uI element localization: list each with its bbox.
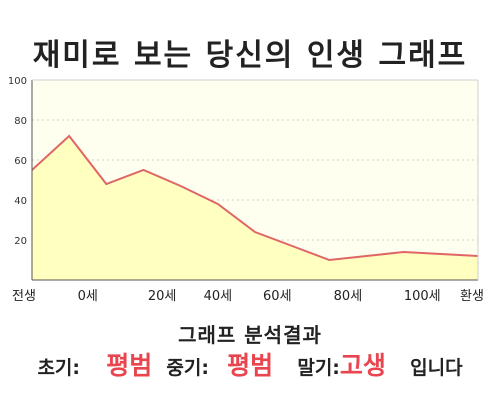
late-label: 말기: <box>297 357 340 379</box>
x-tick-label-0: 전생 <box>12 289 36 304</box>
x-tick-label-3: 40세 <box>204 289 233 304</box>
y-tick-label-80: 80 <box>14 116 27 127</box>
x-tick-label-7: 환생 <box>460 289 484 304</box>
series-line <box>31 134 479 262</box>
x-tick-label-4: 60세 <box>263 289 292 304</box>
early-label: 초기: <box>37 357 80 379</box>
result-suffix: 입니다 <box>410 357 463 379</box>
chart-title: 재미로 보는 당신의 인생 그래프 <box>32 38 468 73</box>
life-graph-chart: 20 40 60 80 100 전생 0세 20세 40세 60세 80세 100세 환생 <box>8 76 484 304</box>
y-tick-label-60: 60 <box>14 156 27 167</box>
early-value: 평범 <box>106 351 153 380</box>
x-tick-label-2: 20세 <box>148 289 177 304</box>
y-tick-label-20: 20 <box>14 236 27 247</box>
area-fill <box>32 136 478 280</box>
late-value: 고생 <box>339 351 386 380</box>
mid-value: 평범 <box>227 351 274 380</box>
x-tick-label-1: 0세 <box>78 289 98 304</box>
x-tick-label-6: 100세 <box>404 289 441 304</box>
y-tick-label-100: 100 <box>8 76 27 87</box>
mid-label: 중기: <box>166 357 209 379</box>
result-heading: 그래프 분석결과 <box>178 323 322 347</box>
x-tick-label-5: 80세 <box>334 289 363 304</box>
y-tick-label-40: 40 <box>14 196 27 207</box>
result-summary: 초기: 평범 중기: 평범 말기:고생 입니다 <box>0 346 500 382</box>
